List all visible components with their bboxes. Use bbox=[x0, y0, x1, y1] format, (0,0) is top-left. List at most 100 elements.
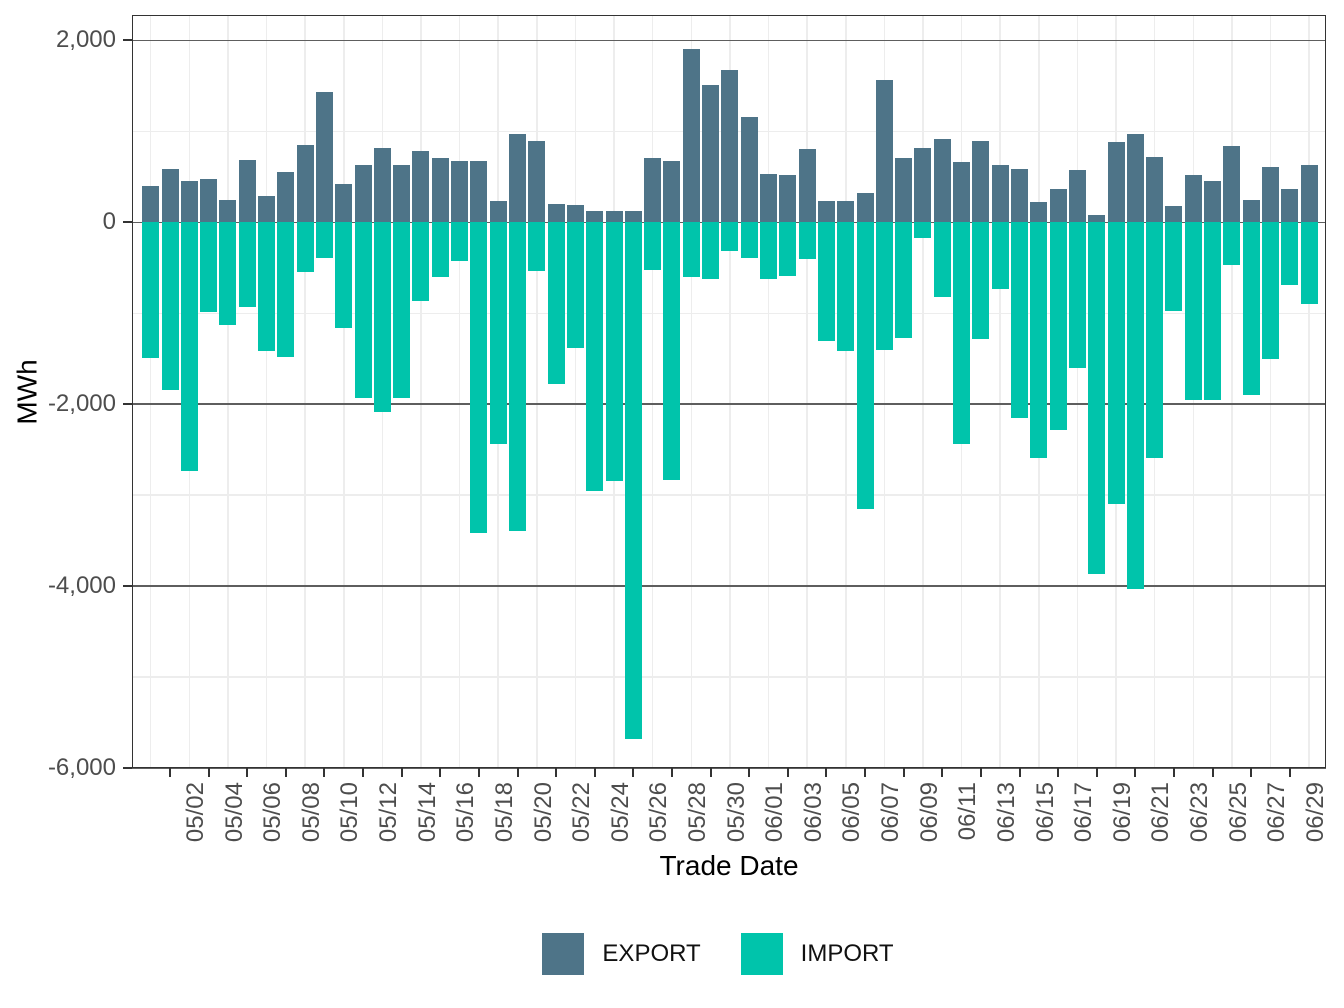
x-tick-mark bbox=[207, 768, 210, 777]
legend-label-import: IMPORT bbox=[800, 940, 894, 967]
x-tick-mark bbox=[400, 768, 403, 777]
bar-export-05/31 bbox=[721, 69, 739, 223]
bar-import-06/05 bbox=[817, 222, 835, 342]
x-tick-label: 06/07 bbox=[877, 782, 905, 843]
bar-import-05/20 bbox=[509, 222, 527, 531]
gridline-horizontal-minor bbox=[132, 676, 1326, 678]
bar-import-05/29 bbox=[682, 222, 700, 277]
x-tick-mark bbox=[864, 768, 867, 777]
bar-export-05/20 bbox=[509, 133, 527, 223]
bar-import-05/06 bbox=[238, 222, 256, 307]
bar-export-06/03 bbox=[779, 174, 797, 223]
bar-import-06/15 bbox=[1011, 222, 1028, 418]
bar-import-05/13 bbox=[373, 222, 391, 413]
gridline-horizontal-major bbox=[132, 39, 1326, 42]
bar-export-06/06 bbox=[837, 200, 855, 223]
gridline-horizontal-major bbox=[132, 767, 1326, 769]
bar-export-06/17 bbox=[1049, 188, 1067, 223]
gridline-vertical-minor bbox=[536, 15, 538, 768]
x-tick-label: 06/03 bbox=[799, 782, 827, 843]
bar-import-05/05 bbox=[219, 222, 237, 326]
bar-export-06/21 bbox=[1126, 133, 1144, 223]
x-tick-label: 05/10 bbox=[336, 782, 364, 843]
x-tick-mark bbox=[748, 768, 751, 777]
bar-export-05/22 bbox=[547, 203, 565, 223]
gridline-vertical-minor bbox=[767, 15, 770, 768]
gridline-vertical-minor bbox=[690, 15, 693, 768]
x-axis-title: Trade Date bbox=[659, 850, 799, 881]
bar-export-05/12 bbox=[354, 164, 372, 223]
bar-export-05/24 bbox=[586, 211, 604, 223]
bar-import-06/25 bbox=[1204, 222, 1222, 400]
x-tick-mark bbox=[1288, 768, 1291, 777]
gridline-vertical-minor bbox=[343, 15, 345, 768]
gridline-vertical-minor bbox=[304, 15, 306, 768]
bar-import-05/23 bbox=[566, 222, 584, 348]
x-tick-mark bbox=[979, 768, 982, 777]
x-tick-label: 05/26 bbox=[645, 782, 673, 843]
x-tick-mark bbox=[1095, 768, 1098, 777]
x-tick-label: 06/19 bbox=[1108, 782, 1136, 843]
bar-export-05/17 bbox=[451, 160, 469, 223]
x-tick-label: 06/17 bbox=[1070, 782, 1098, 843]
bar-export-05/03 bbox=[180, 181, 198, 223]
bar-import-06/02 bbox=[760, 222, 778, 279]
bar-export-05/26 bbox=[624, 211, 642, 223]
y-tick-mark bbox=[123, 39, 132, 42]
bar-export-06/18 bbox=[1068, 169, 1086, 223]
x-tick-mark bbox=[1211, 768, 1214, 777]
bar-import-05/28 bbox=[663, 222, 681, 480]
bar-import-05/31 bbox=[721, 222, 739, 252]
bar-import-06/19 bbox=[1088, 222, 1106, 575]
x-tick-label: 06/23 bbox=[1185, 782, 1213, 843]
bar-import-06/29 bbox=[1281, 222, 1299, 286]
bar-import-05/18 bbox=[470, 222, 488, 534]
bar-export-06/07 bbox=[856, 193, 874, 223]
bar-export-06/08 bbox=[875, 80, 893, 223]
bar-export-05/01 bbox=[142, 186, 160, 223]
legend-label-export: EXPORT bbox=[602, 940, 701, 967]
y-tick-label: 0 bbox=[102, 208, 116, 236]
x-tick-mark bbox=[323, 768, 326, 777]
bar-export-05/15 bbox=[412, 150, 430, 223]
bar-import-06/03 bbox=[779, 222, 797, 276]
bar-import-06/27 bbox=[1242, 222, 1260, 396]
x-tick-label: 05/16 bbox=[452, 782, 480, 843]
bar-export-05/28 bbox=[663, 160, 681, 223]
gridline-vertical-minor bbox=[420, 15, 422, 768]
x-tick-label: 06/29 bbox=[1301, 782, 1329, 843]
bar-export-05/23 bbox=[566, 205, 584, 223]
gridline-vertical-minor bbox=[883, 15, 886, 768]
gridline-horizontal-major bbox=[132, 403, 1326, 405]
gridline-vertical-minor bbox=[1308, 15, 1310, 768]
bar-export-05/08 bbox=[277, 172, 295, 223]
bar-import-05/16 bbox=[431, 222, 449, 277]
bar-import-05/11 bbox=[335, 222, 353, 328]
bar-import-05/14 bbox=[393, 222, 411, 398]
bar-import-06/10 bbox=[914, 222, 932, 238]
x-tick-mark bbox=[439, 768, 442, 777]
gridline-vertical-minor bbox=[1076, 15, 1079, 768]
bar-import-06/16 bbox=[1030, 222, 1048, 458]
bar-import-05/02 bbox=[161, 222, 179, 391]
gridline-vertical-minor bbox=[149, 15, 152, 768]
bar-export-06/23 bbox=[1165, 205, 1183, 223]
x-tick-mark bbox=[1172, 768, 1175, 777]
gridline-vertical-minor bbox=[458, 15, 461, 768]
bar-export-05/27 bbox=[644, 157, 662, 223]
bar-export-06/24 bbox=[1184, 175, 1202, 223]
x-tick-mark bbox=[1250, 768, 1253, 777]
y-tick-mark bbox=[123, 767, 132, 769]
bar-import-05/21 bbox=[528, 222, 546, 271]
gridline-vertical-minor bbox=[574, 15, 577, 768]
bar-import-06/23 bbox=[1165, 222, 1183, 312]
bar-import-05/24 bbox=[586, 222, 604, 491]
x-tick-mark bbox=[362, 768, 365, 777]
x-tick-label: 05/12 bbox=[375, 782, 403, 843]
x-tick-mark bbox=[825, 768, 828, 777]
bar-export-05/06 bbox=[238, 159, 256, 223]
bar-export-06/05 bbox=[817, 201, 835, 223]
x-tick-label: 06/11 bbox=[954, 782, 982, 841]
x-tick-mark bbox=[632, 768, 635, 777]
